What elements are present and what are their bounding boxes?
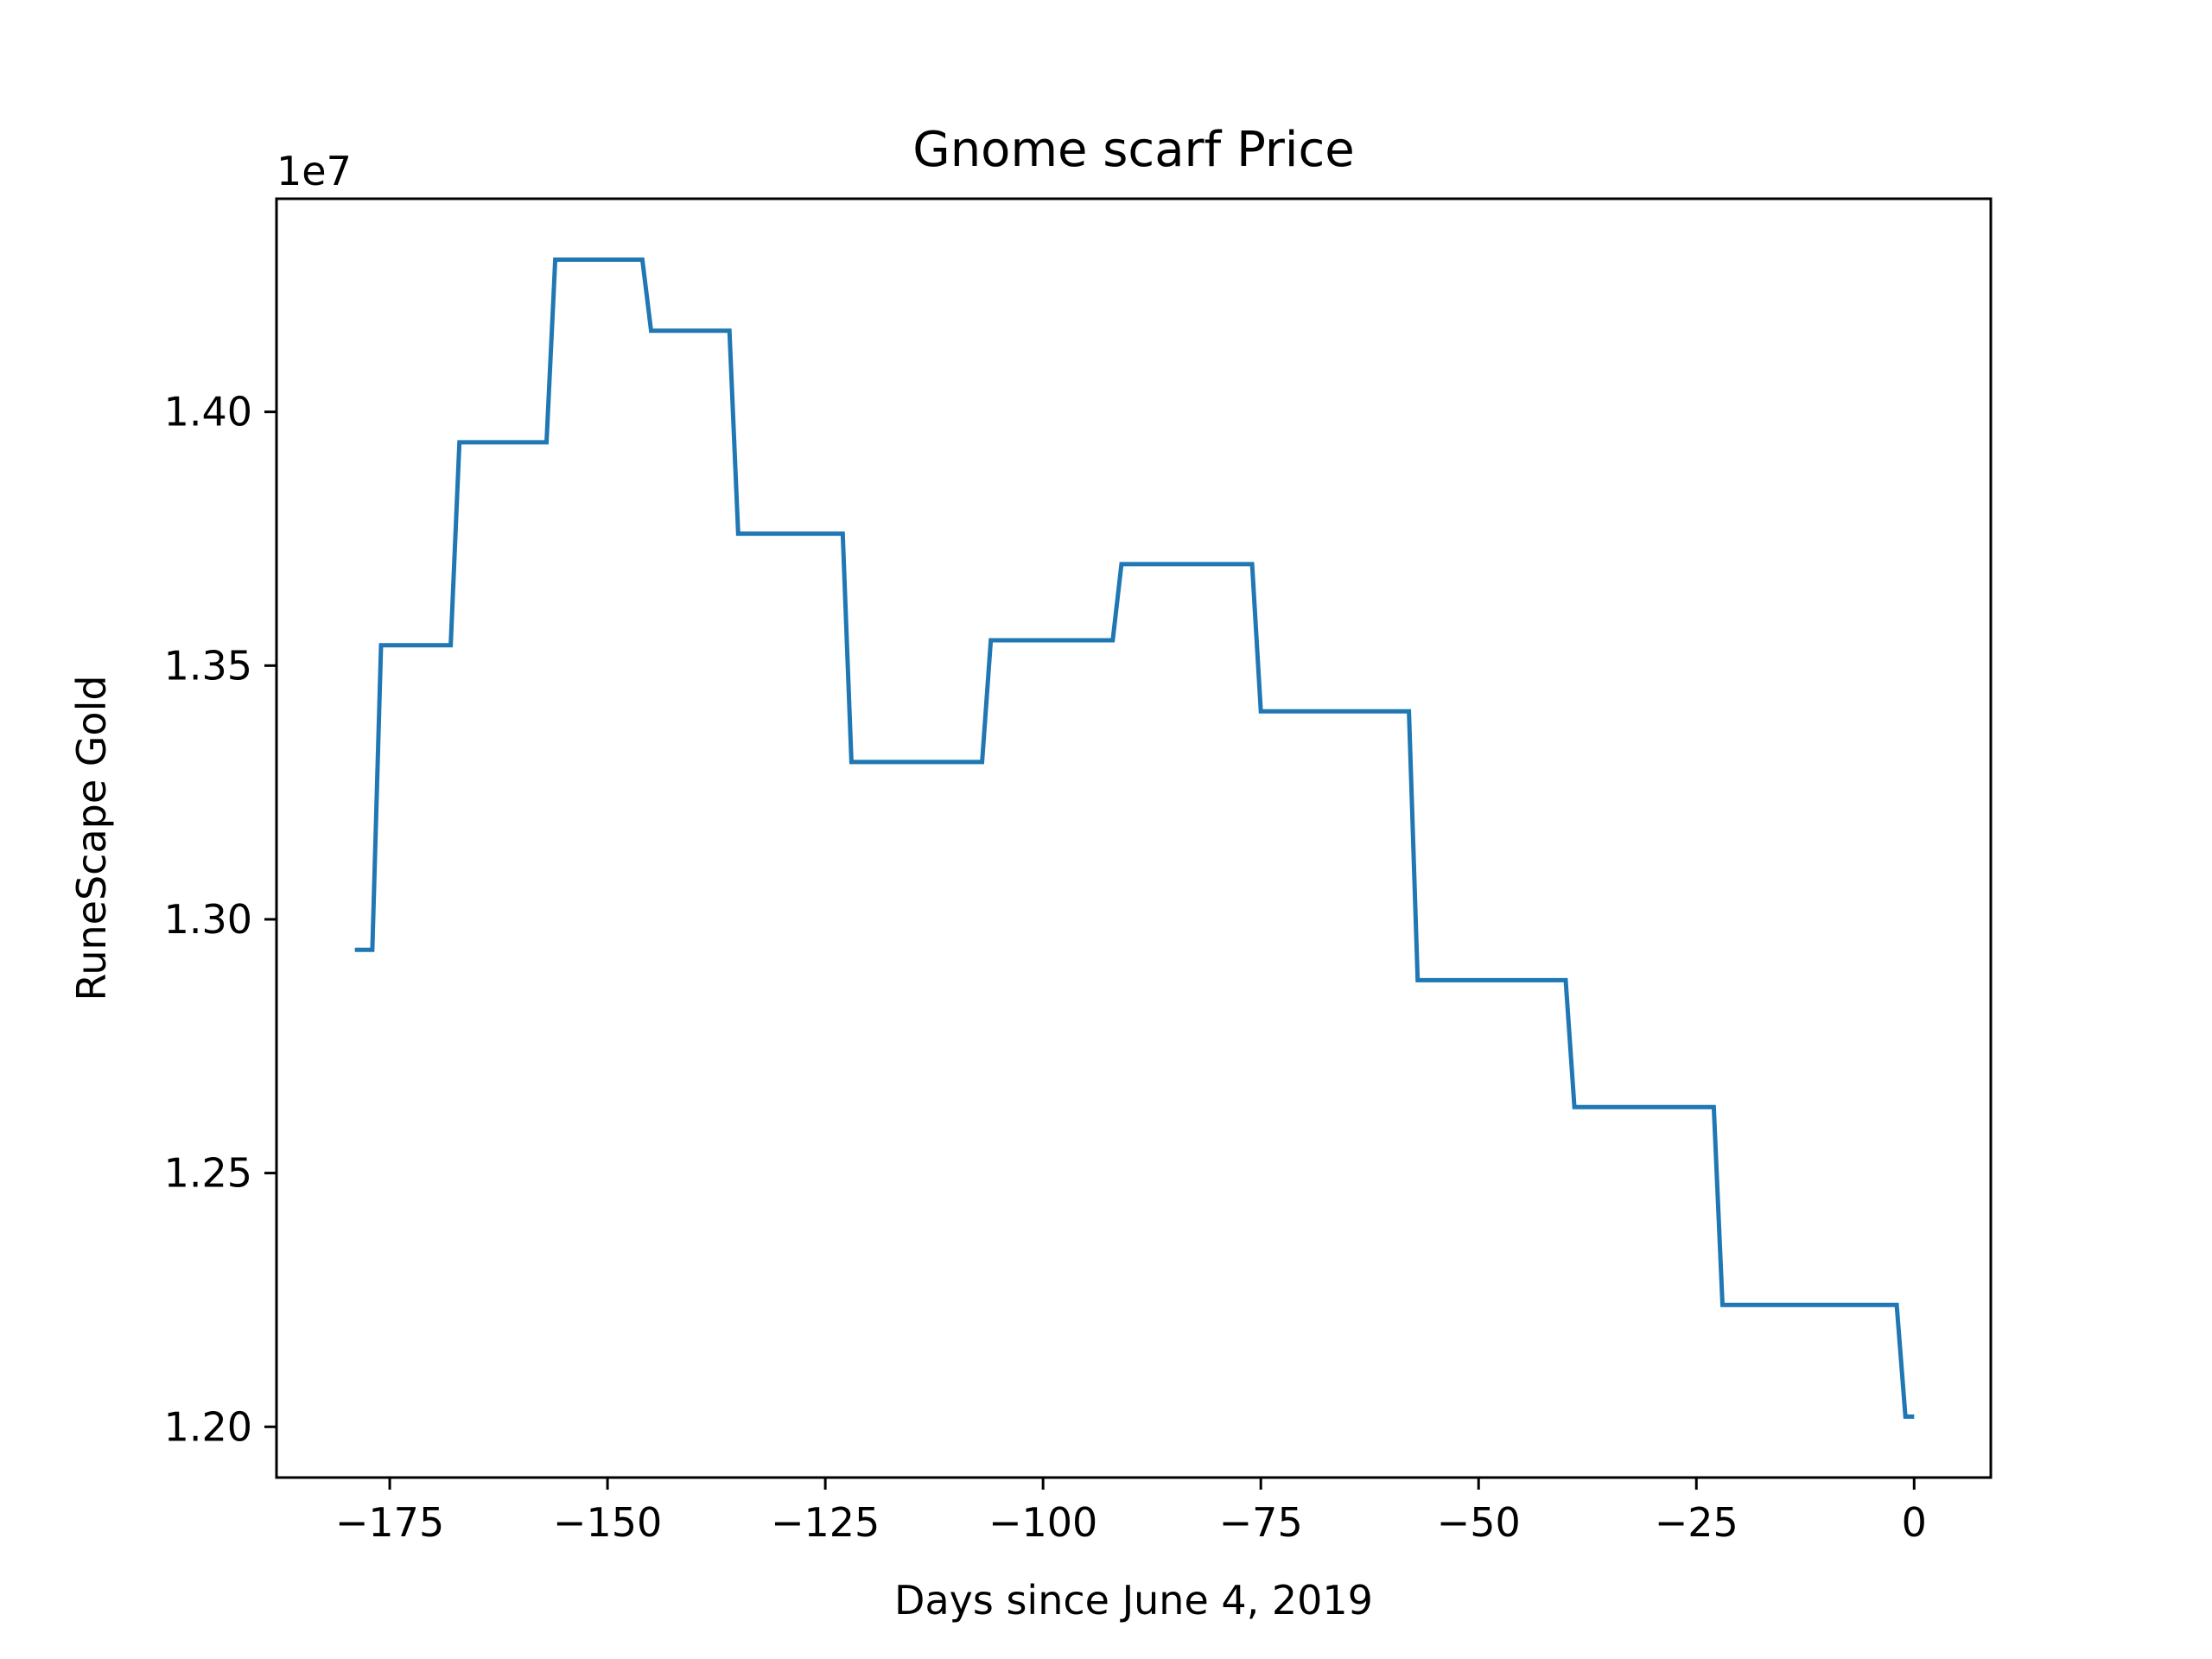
x-tick-label: −75 — [1219, 1499, 1303, 1546]
y-tick-label: 1.35 — [164, 642, 252, 689]
y-tick-label: 1.20 — [164, 1403, 252, 1450]
y-axis-offset-label: 1e7 — [276, 148, 352, 194]
plot-area — [276, 199, 1991, 1478]
y-axis-ticks: 1.20 1.25 1.30 1.35 1.40 — [164, 389, 276, 1450]
y-axis-label: RuneScape Gold — [68, 675, 115, 1001]
x-tick-label: 0 — [1902, 1499, 1927, 1546]
x-tick-label: −125 — [771, 1499, 880, 1546]
chart-title: Gnome scarf Price — [912, 122, 1354, 178]
price-line-series-0 — [354, 257, 1915, 1419]
x-tick-label: −50 — [1437, 1499, 1521, 1546]
x-axis-ticks: −175 −150 −125 −100 −75 −50 −25 0 — [335, 1478, 1927, 1546]
x-tick-label: −175 — [335, 1499, 444, 1546]
x-tick-label: −25 — [1655, 1499, 1738, 1546]
y-tick-label: 1.30 — [164, 896, 252, 943]
series-layer — [354, 257, 1915, 1419]
x-tick-label: −150 — [553, 1499, 662, 1546]
x-axis-label: Days since June 4, 2019 — [894, 1577, 1373, 1624]
axes-frame — [275, 197, 1993, 1479]
x-tick-label: −100 — [988, 1499, 1097, 1546]
y-tick-label: 1.40 — [164, 389, 252, 435]
y-tick-label: 1.25 — [164, 1150, 252, 1197]
